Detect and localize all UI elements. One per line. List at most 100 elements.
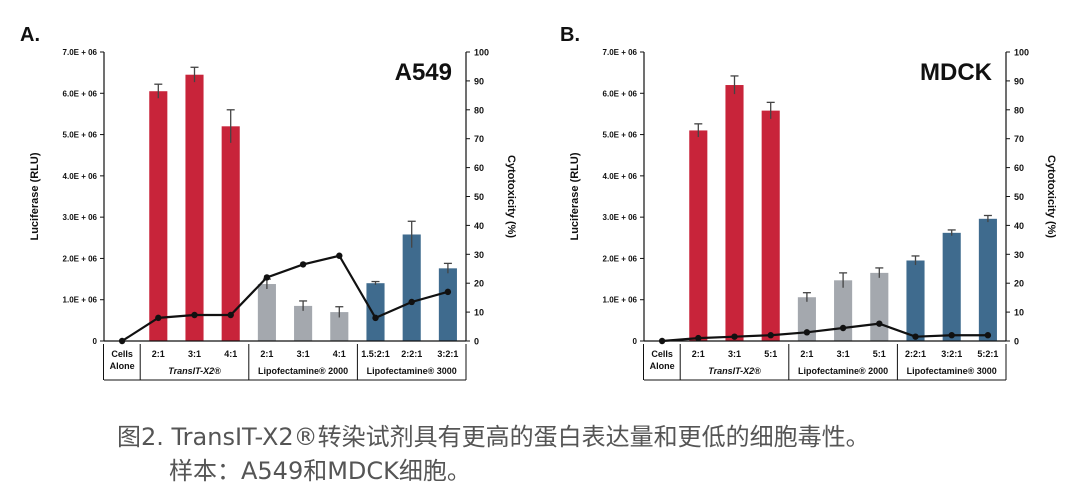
y-tick-label: 2.0E + 06 xyxy=(63,254,98,263)
x-tick-label: 5:1 xyxy=(764,349,777,359)
x-tick-label: 3:1 xyxy=(297,349,310,359)
x-tick-label: 4:1 xyxy=(333,349,346,359)
y2-tick-label: 30 xyxy=(474,250,484,260)
y-tick-label: 0 xyxy=(633,337,638,346)
cytotoxicity-point xyxy=(803,329,811,336)
y-tick-label: 2.0E + 06 xyxy=(603,254,638,263)
y-tick-label: 3.0E + 06 xyxy=(63,213,98,222)
cytotoxicity-point xyxy=(155,314,162,322)
x-tick-label: 3:2:1 xyxy=(941,349,962,359)
x-tick-label: 1.5:2:1 xyxy=(361,349,390,359)
cytotoxicity-point xyxy=(263,274,271,281)
y2-tick-label: 50 xyxy=(474,192,484,202)
x-tick-label: 5:2:1 xyxy=(977,349,998,359)
y2-tick-label: 90 xyxy=(474,76,484,86)
group-label: TransIT-X2® xyxy=(168,366,221,376)
group-label: Lipofectamine® 2000 xyxy=(798,366,888,376)
cytotoxicity-point xyxy=(984,332,992,339)
bar xyxy=(834,280,853,341)
chart-panel-mdck: B. MDCK 0 1.0E + 06 2.0E + 06 3.0E + 06 4.0E … xyxy=(540,0,1080,400)
chart-title: A549 xyxy=(395,59,452,86)
cytotoxicity-point xyxy=(191,311,198,319)
x-tick-label: 3:1 xyxy=(837,349,850,359)
y2-tick-label: 40 xyxy=(1014,221,1024,231)
chart-mdck: MDCK 0 1.0E + 06 2.0E + 06 3.0E + 06 4.0E + 0… xyxy=(569,48,1057,381)
chart-a549: A549 0 1.0E + 06 2.0E + 06 3.0E + 06 4.0E + 0… xyxy=(29,48,517,381)
y2-tick-label: 70 xyxy=(1014,134,1024,144)
y-tick-label: 4.0E + 06 xyxy=(603,172,638,181)
x-tick-label: 3:1 xyxy=(728,349,741,359)
caption-line-2: 样本：A549和MDCK细胞。 xyxy=(169,457,471,485)
cytotoxicity-point xyxy=(695,334,702,342)
y-tick-label: 4.0E + 06 xyxy=(63,172,98,181)
x-tick-label: 4:1 xyxy=(224,349,237,359)
bar xyxy=(185,74,204,341)
x-tick-label: 3:2:1 xyxy=(437,349,458,359)
y-tick-label: 5.0E + 06 xyxy=(603,131,638,140)
group-label: TransIT-X2® xyxy=(708,366,761,376)
cytotoxicity-point xyxy=(912,333,919,340)
cytotoxicity-point xyxy=(299,261,307,268)
group-label: Lipofectamine® 2000 xyxy=(258,366,348,376)
panel-letter-a: A. xyxy=(20,24,40,46)
x-tick-label: 2:1 xyxy=(152,349,165,359)
group-label-cells-alone: Cells xyxy=(111,349,133,359)
y-tick-label: 0 xyxy=(93,337,98,346)
bar xyxy=(402,234,421,341)
y-tick-label: 1.0E + 06 xyxy=(63,296,98,305)
bar xyxy=(438,268,457,341)
y2-tick-label: 10 xyxy=(1014,308,1024,318)
bar xyxy=(294,305,313,341)
bar xyxy=(797,297,816,341)
cytotoxicity-line xyxy=(121,254,449,342)
chart-title: MDCK xyxy=(920,59,993,86)
cytotoxicity-point xyxy=(731,333,738,340)
x-tick-label: 2:2:1 xyxy=(401,349,422,359)
x-tick-label: 2:1 xyxy=(800,349,813,359)
y2-tick-label: 60 xyxy=(1014,163,1024,173)
bar xyxy=(942,232,961,341)
y-axis-label: Luciferase (RLU) xyxy=(569,152,581,240)
y2-tick-label: 0 xyxy=(1014,337,1019,347)
bar xyxy=(257,284,276,341)
cytotoxicity-point xyxy=(839,324,847,332)
bar xyxy=(870,272,889,341)
panel-letter-b: B. xyxy=(560,24,580,46)
figure-caption: 图2. TransIT-X2®转染试剂具有更高的蛋白表达量和更低的细胞毒性。 样… xyxy=(117,420,870,488)
y2-tick-label: 70 xyxy=(474,134,484,144)
y-tick-label: 6.0E + 06 xyxy=(603,89,638,98)
y2-tick-label: 50 xyxy=(1014,192,1024,202)
y-tick-label: 5.0E + 06 xyxy=(63,131,98,140)
cytotoxicity-point xyxy=(767,332,774,339)
cytotoxicity-point xyxy=(118,337,126,345)
x-tick-label: 2:1 xyxy=(692,349,705,359)
y2-tick-label: 40 xyxy=(474,221,484,231)
y2-tick-label: 80 xyxy=(1014,105,1024,115)
cytotoxicity-point xyxy=(658,337,666,345)
y2-tick-label: 90 xyxy=(1014,76,1024,86)
y2-tick-label: 20 xyxy=(474,279,484,289)
bar xyxy=(330,312,349,341)
chart-panel-a549: A. A549 0 1.0E + 06 2.0E + 06 3.0E + 06 4.0E … xyxy=(0,0,540,400)
bar xyxy=(978,218,997,341)
cytotoxicity-point xyxy=(444,288,452,296)
y2-tick-label: 10 xyxy=(474,308,484,318)
cytotoxicity-point xyxy=(408,298,415,306)
cytotoxicity-point xyxy=(336,252,343,259)
bar xyxy=(149,91,168,341)
y2-tick-label: 30 xyxy=(1014,250,1024,260)
y2-tick-label: 0 xyxy=(474,337,479,347)
cytotoxicity-line xyxy=(662,322,988,343)
bar xyxy=(221,126,240,341)
x-tick-label: 3:1 xyxy=(188,349,201,359)
group-label-cells-alone: Cells xyxy=(651,349,673,359)
y-tick-label: 7.0E + 06 xyxy=(603,48,638,57)
group-label-cells-alone: Alone xyxy=(650,361,675,371)
x-tick-label: 5:1 xyxy=(873,349,886,359)
x-tick-label: 2:2:1 xyxy=(905,349,926,359)
y2-tick-label: 60 xyxy=(474,163,484,173)
y2-axis-label: Cytotoxicity (%) xyxy=(505,155,517,238)
bar xyxy=(725,85,744,342)
y-tick-label: 6.0E + 06 xyxy=(63,89,98,98)
bar xyxy=(366,283,385,341)
